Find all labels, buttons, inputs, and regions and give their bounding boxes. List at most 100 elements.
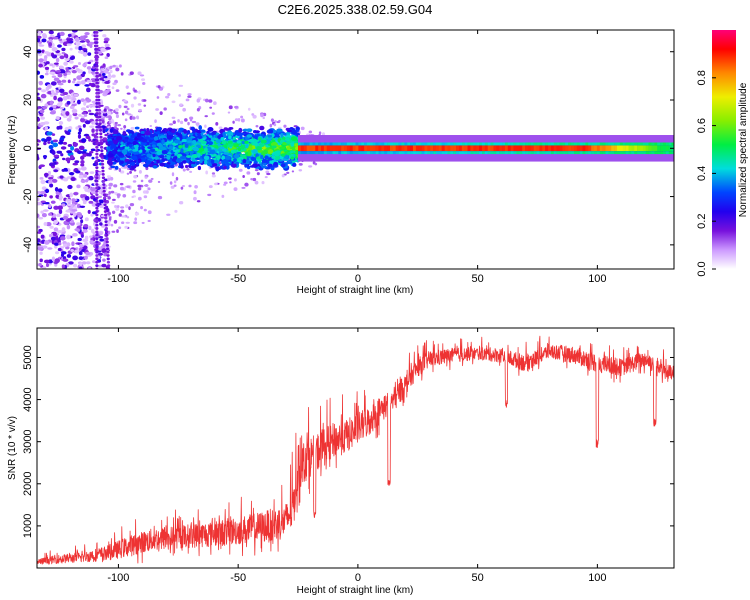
carrier-edge: [355, 151, 359, 155]
heat-cell: [237, 118, 241, 122]
heat-cell: [95, 254, 99, 257]
carrier-edge: [341, 151, 345, 155]
heat-cell: [213, 160, 220, 164]
heat-cell: [122, 131, 127, 136]
carrier-edge: [553, 151, 557, 155]
heat-cell: [133, 175, 138, 179]
heat-cell: [209, 149, 216, 155]
carrier-core: [300, 145, 305, 152]
carrier-edge: [355, 142, 359, 146]
heat-cell: [109, 116, 112, 120]
heat-cell: [100, 156, 104, 159]
heat-cell: [88, 41, 95, 45]
carrier-core: [318, 145, 322, 152]
carrier-edge: [318, 151, 322, 155]
heat-cell: [74, 116, 79, 120]
heat-cell: [83, 101, 87, 106]
carrier-edge: [349, 151, 353, 155]
heat-cell: [52, 231, 57, 237]
heat-cell: [57, 205, 63, 211]
heat-cell: [57, 44, 62, 48]
heat-cell: [59, 31, 65, 36]
heat-cell: [250, 156, 256, 161]
heat-cell: [267, 134, 273, 138]
heat-cell: [55, 88, 61, 94]
heat-cell: [102, 193, 107, 197]
heat-cell: [276, 128, 283, 133]
heat-cell: [48, 176, 54, 180]
heat-cell: [95, 223, 99, 227]
heat-cell: [65, 131, 70, 135]
carrier-edge: [562, 151, 566, 155]
heat-cell: [51, 178, 58, 183]
heat-cell: [77, 99, 81, 105]
heat-cell: [154, 156, 160, 161]
carrier-core: [588, 145, 592, 152]
carrier-core: [421, 145, 425, 152]
heat-cell: [115, 89, 120, 92]
carrier-edge: [352, 142, 356, 146]
carrier-core: [519, 145, 523, 152]
heat-cell: [49, 100, 54, 106]
carrier-core: [487, 145, 491, 152]
heat-cell: [58, 101, 63, 106]
heat-cell: [116, 205, 120, 208]
heat-cell: [61, 79, 67, 83]
carrier-edge: [542, 151, 546, 155]
carrier-edge: [384, 151, 388, 155]
heat-cell: [37, 139, 40, 143]
carrier-core: [562, 145, 566, 152]
heat-cell: [41, 105, 48, 110]
heat-cell: [141, 138, 148, 143]
heat-cell: [57, 188, 63, 193]
heat-cell: [127, 113, 132, 116]
heat-cell: [108, 190, 111, 195]
heat-cell: [70, 249, 75, 252]
heat-cell: [95, 85, 99, 88]
heat-cell: [39, 258, 43, 263]
heat-cell: [90, 71, 95, 74]
heat-cell: [97, 50, 103, 55]
heat-cell: [59, 69, 66, 74]
snr-y-ticks: 1000 2000 3000 4000 5000: [22, 345, 674, 538]
heat-cell: [240, 115, 244, 119]
heat-cell: [85, 152, 90, 157]
heat-cell: [113, 126, 118, 130]
carrier-edge: [404, 151, 408, 155]
heat-cell: [101, 119, 105, 124]
carrier-edge: [315, 142, 319, 146]
heat-cell: [124, 146, 129, 150]
heat-cell: [91, 190, 96, 194]
carrier-edge: [444, 142, 448, 146]
heat-cell: [178, 84, 184, 87]
x-tick-label: -100: [107, 572, 129, 584]
heat-cell: [64, 126, 70, 131]
heat-cell: [233, 187, 238, 192]
carrier-core: [453, 145, 457, 152]
heat-cell: [264, 155, 269, 160]
heat-cell: [203, 155, 210, 161]
heat-cell: [95, 118, 99, 122]
heat-cell: [95, 193, 99, 197]
colorbar-tick-label: 0.8: [696, 70, 708, 85]
heat-cell: [77, 134, 82, 139]
heat-cell: [73, 93, 79, 97]
snr-line: [37, 335, 674, 565]
heat-cell: [54, 245, 58, 249]
heat-cell: [75, 41, 81, 46]
heat-cell: [95, 213, 99, 217]
heat-cell: [129, 170, 132, 174]
heat-cell: [49, 107, 54, 111]
heat-cell: [148, 179, 153, 183]
heat-cell: [97, 195, 103, 199]
carrier-edge: [392, 142, 396, 146]
heat-cell: [84, 196, 90, 201]
carrier-edge: [387, 142, 391, 146]
heat-cell: [155, 108, 159, 111]
carrier-edge: [369, 142, 373, 146]
carrier-edge: [361, 142, 365, 146]
heat-cell: [145, 166, 149, 171]
carrier-edge: [487, 151, 491, 155]
carrier-edge: [611, 151, 615, 155]
